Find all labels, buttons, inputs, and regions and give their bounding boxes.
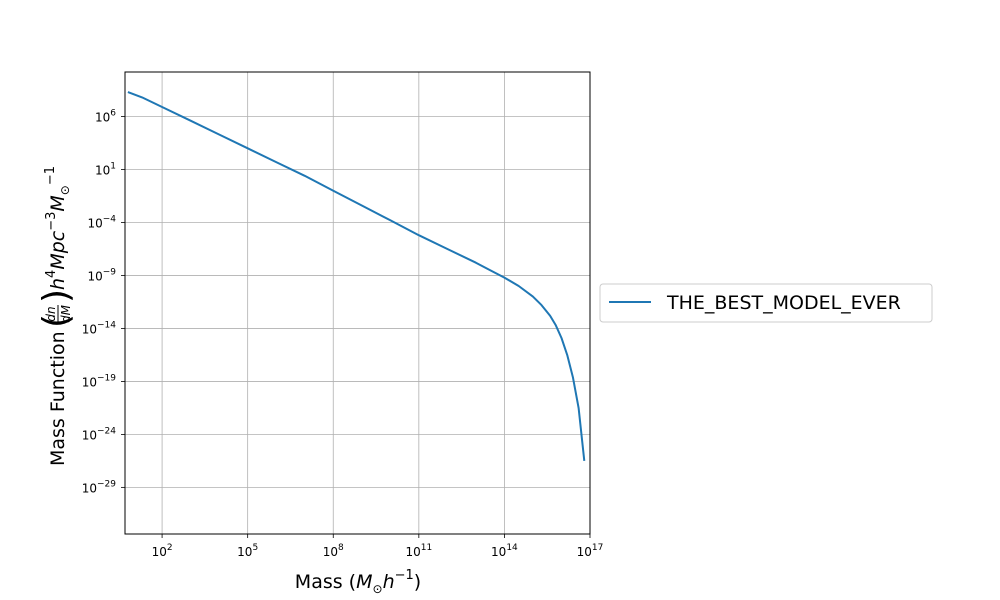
x-tick-label-0: 102 [152, 543, 173, 559]
x-tick-label-3: 1011 [405, 543, 432, 559]
x-tick-label-1: 105 [237, 543, 258, 559]
y-tick-label-3: 10−9 [87, 267, 116, 283]
series-layer [127, 91, 586, 462]
y-tick-label-2: 10−4 [87, 214, 116, 230]
x-tick-label-2: 108 [323, 543, 344, 559]
x-axis-ticks: 102 105 108 1011 1014 1017 [152, 534, 604, 559]
series-line-0 [127, 91, 586, 462]
y-tick-label-4: 10−14 [82, 320, 117, 336]
svg-text:dn: dn [44, 306, 58, 321]
x-axis-label: Mass (M⊙h−1) [295, 568, 421, 596]
svg-text:): ) [36, 289, 77, 303]
grid-lines [125, 72, 591, 534]
x-tick-label-4: 1014 [491, 543, 518, 559]
svg-text:Mass Function: Mass Function [47, 331, 69, 466]
legend: THE_BEST_MODEL_EVER [599, 283, 933, 323]
y-axis-label: Mass Function ( dn dM ) h4Mpc−3M⊙−1 [36, 166, 77, 466]
svg-text:dM: dM [59, 304, 73, 323]
legend-box [599, 283, 933, 323]
y-tick-label-1: 101 [95, 161, 116, 177]
y-tick-label-0: 106 [95, 109, 116, 125]
svg-text:(: ( [36, 314, 77, 328]
legend-label: THE_BEST_MODEL_EVER [666, 292, 901, 314]
y-tick-label-5: 10−19 [82, 373, 117, 389]
plot-frame [124, 71, 591, 535]
y-tick-label-7: 10−29 [82, 479, 117, 495]
y-axis-ticks: 106 101 10−4 10−9 10−14 10−19 10−24 10−29 [82, 109, 125, 495]
svg-text:h4Mpc−3M⊙−1: h4Mpc−3M⊙−1 [43, 166, 72, 290]
x-tick-label-5: 1017 [577, 543, 604, 559]
y-tick-label-6: 10−24 [82, 426, 117, 442]
